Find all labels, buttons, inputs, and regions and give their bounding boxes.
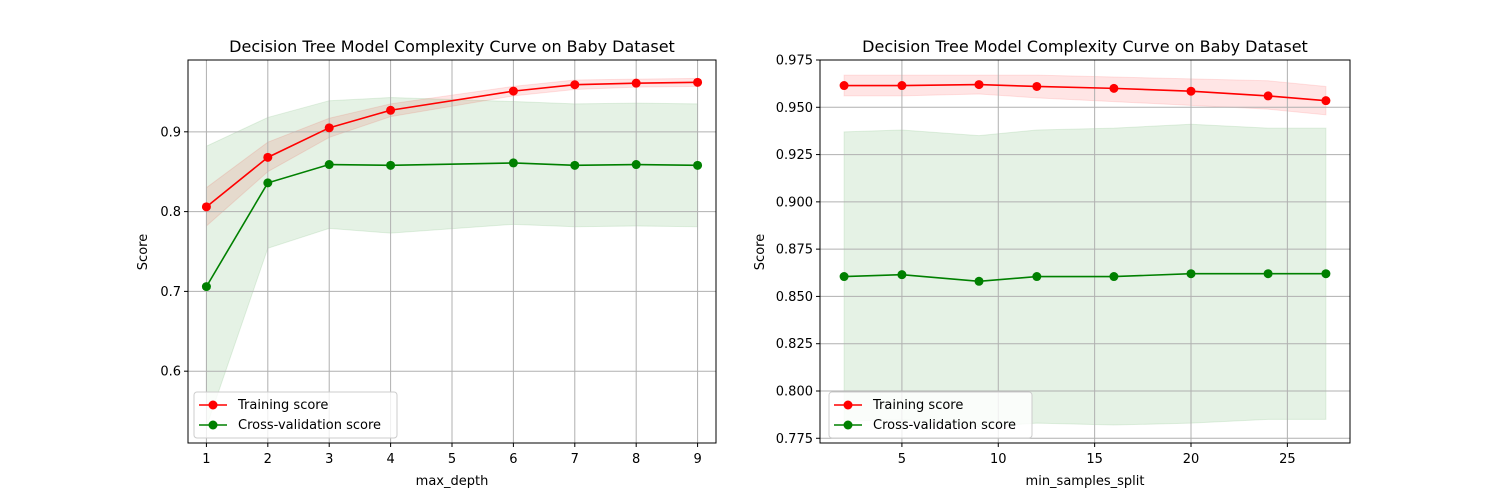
point-series-1 xyxy=(1321,269,1331,279)
point-series-0 xyxy=(1186,86,1196,96)
x-tick-label: 2 xyxy=(264,452,272,467)
y-tick-label: 0.6 xyxy=(160,365,181,380)
point-series-0 xyxy=(386,105,396,115)
legend-label-cv: Cross-validation score xyxy=(873,418,1016,433)
legend-marker-cv xyxy=(208,420,218,430)
point-series-1 xyxy=(1032,272,1042,282)
y-tick-label: 0.7 xyxy=(160,285,181,300)
line-series-0 xyxy=(844,83,1326,102)
point-series-0 xyxy=(570,80,580,90)
point-series-0 xyxy=(897,81,907,91)
x-tick-label: 10 xyxy=(990,452,1007,467)
x-tick-label: 15 xyxy=(1086,452,1103,467)
legend-label-training: Training score xyxy=(872,398,963,413)
x-tick-label: 7 xyxy=(571,452,579,467)
y-axis-label: Score xyxy=(136,234,151,270)
point-series-0 xyxy=(1263,91,1273,101)
x-tick-label: 4 xyxy=(386,452,394,467)
x-tick-label: 20 xyxy=(1183,452,1200,467)
x-axis-label: max_depth xyxy=(416,474,489,489)
point-series-1 xyxy=(1263,269,1273,279)
y-axis-ticks: 0.775 0.800 0.825 0.850 0.875 0.900 0.925 0.950… xyxy=(776,54,820,447)
point-series-0 xyxy=(1032,81,1042,91)
x-axis-ticks: 1 2 3 4 5 6 7 8 9 xyxy=(202,443,702,467)
series-markers xyxy=(839,80,1331,286)
legend: Training score Cross-validation score xyxy=(193,391,398,439)
line-series-1 xyxy=(205,162,698,288)
y-tick-label: 0.875 xyxy=(776,243,813,258)
point-series-0 xyxy=(693,77,703,87)
point-series-0 xyxy=(324,123,334,133)
point-series-0 xyxy=(263,152,273,162)
point-series-1 xyxy=(897,270,907,280)
point-series-0 xyxy=(201,202,211,212)
chart-title: Decision Tree Model Complexity Curve on … xyxy=(229,37,675,56)
point-series-1 xyxy=(693,160,703,170)
point-series-1 xyxy=(631,160,641,170)
y-tick-label: 0.850 xyxy=(776,290,813,305)
point-series-1 xyxy=(1109,272,1119,282)
legend: Training score Cross-validation score xyxy=(828,391,1033,439)
point-series-1 xyxy=(386,160,396,170)
legend-box xyxy=(828,391,1033,439)
chart-title: Decision Tree Model Complexity Curve on … xyxy=(862,37,1308,56)
x-tick-label: 9 xyxy=(693,452,701,467)
point-series-1 xyxy=(974,276,984,286)
series-lines xyxy=(844,83,1326,283)
gridlines xyxy=(188,60,716,443)
point-series-1 xyxy=(263,178,273,188)
point-series-1 xyxy=(839,272,849,282)
x-tick-label: 25 xyxy=(1279,452,1296,467)
x-axis-label: min_samples_split xyxy=(1026,474,1145,489)
legend-marker-training xyxy=(843,400,853,410)
y-tick-label: 0.975 xyxy=(776,54,813,69)
y-tick-label: 0.950 xyxy=(776,101,813,116)
x-tick-label: 6 xyxy=(509,452,517,467)
y-tick-label: 0.775 xyxy=(776,432,813,447)
x-tick-label: 1 xyxy=(202,452,210,467)
x-tick-label: 8 xyxy=(632,452,640,467)
series-lines xyxy=(205,81,698,288)
legend-marker-training xyxy=(208,400,218,410)
y-tick-label: 0.925 xyxy=(776,148,813,163)
line-series-0 xyxy=(205,81,698,208)
plot-frame xyxy=(819,59,1351,444)
legend-label-training: Training score xyxy=(237,398,328,413)
point-series-1 xyxy=(324,160,334,170)
point-series-1 xyxy=(570,160,580,170)
y-axis-label: Score xyxy=(753,234,768,270)
point-series-0 xyxy=(974,80,984,90)
x-tick-label: 5 xyxy=(898,452,906,467)
chart-min-samples-split: Decision Tree Model Complexity Curve on … xyxy=(753,37,1351,489)
y-tick-label: 0.800 xyxy=(776,384,813,399)
series-markers xyxy=(201,77,703,292)
x-axis-ticks: 5 10 15 20 25 xyxy=(898,443,1296,467)
chart-max-depth: Decision Tree Model Complexity Curve on … xyxy=(136,37,717,489)
point-series-1 xyxy=(1186,269,1196,279)
point-series-0 xyxy=(508,86,518,96)
point-series-0 xyxy=(1109,83,1119,93)
legend-marker-cv xyxy=(843,420,853,430)
point-series-0 xyxy=(631,78,641,88)
y-tick-label: 0.9 xyxy=(160,125,181,140)
point-series-1 xyxy=(508,158,518,168)
y-axis-ticks: 0.6 0.7 0.8 0.9 xyxy=(160,125,188,380)
y-tick-label: 0.900 xyxy=(776,195,813,210)
y-tick-label: 0.825 xyxy=(776,337,813,352)
legend-box xyxy=(193,391,398,439)
x-tick-label: 5 xyxy=(448,452,456,467)
legend-label-cv: Cross-validation score xyxy=(238,418,381,433)
point-series-0 xyxy=(1321,96,1331,106)
line-series-1 xyxy=(844,272,1326,283)
point-series-0 xyxy=(839,81,849,91)
point-series-1 xyxy=(201,282,211,292)
y-tick-label: 0.8 xyxy=(160,205,181,220)
x-tick-label: 3 xyxy=(325,452,333,467)
